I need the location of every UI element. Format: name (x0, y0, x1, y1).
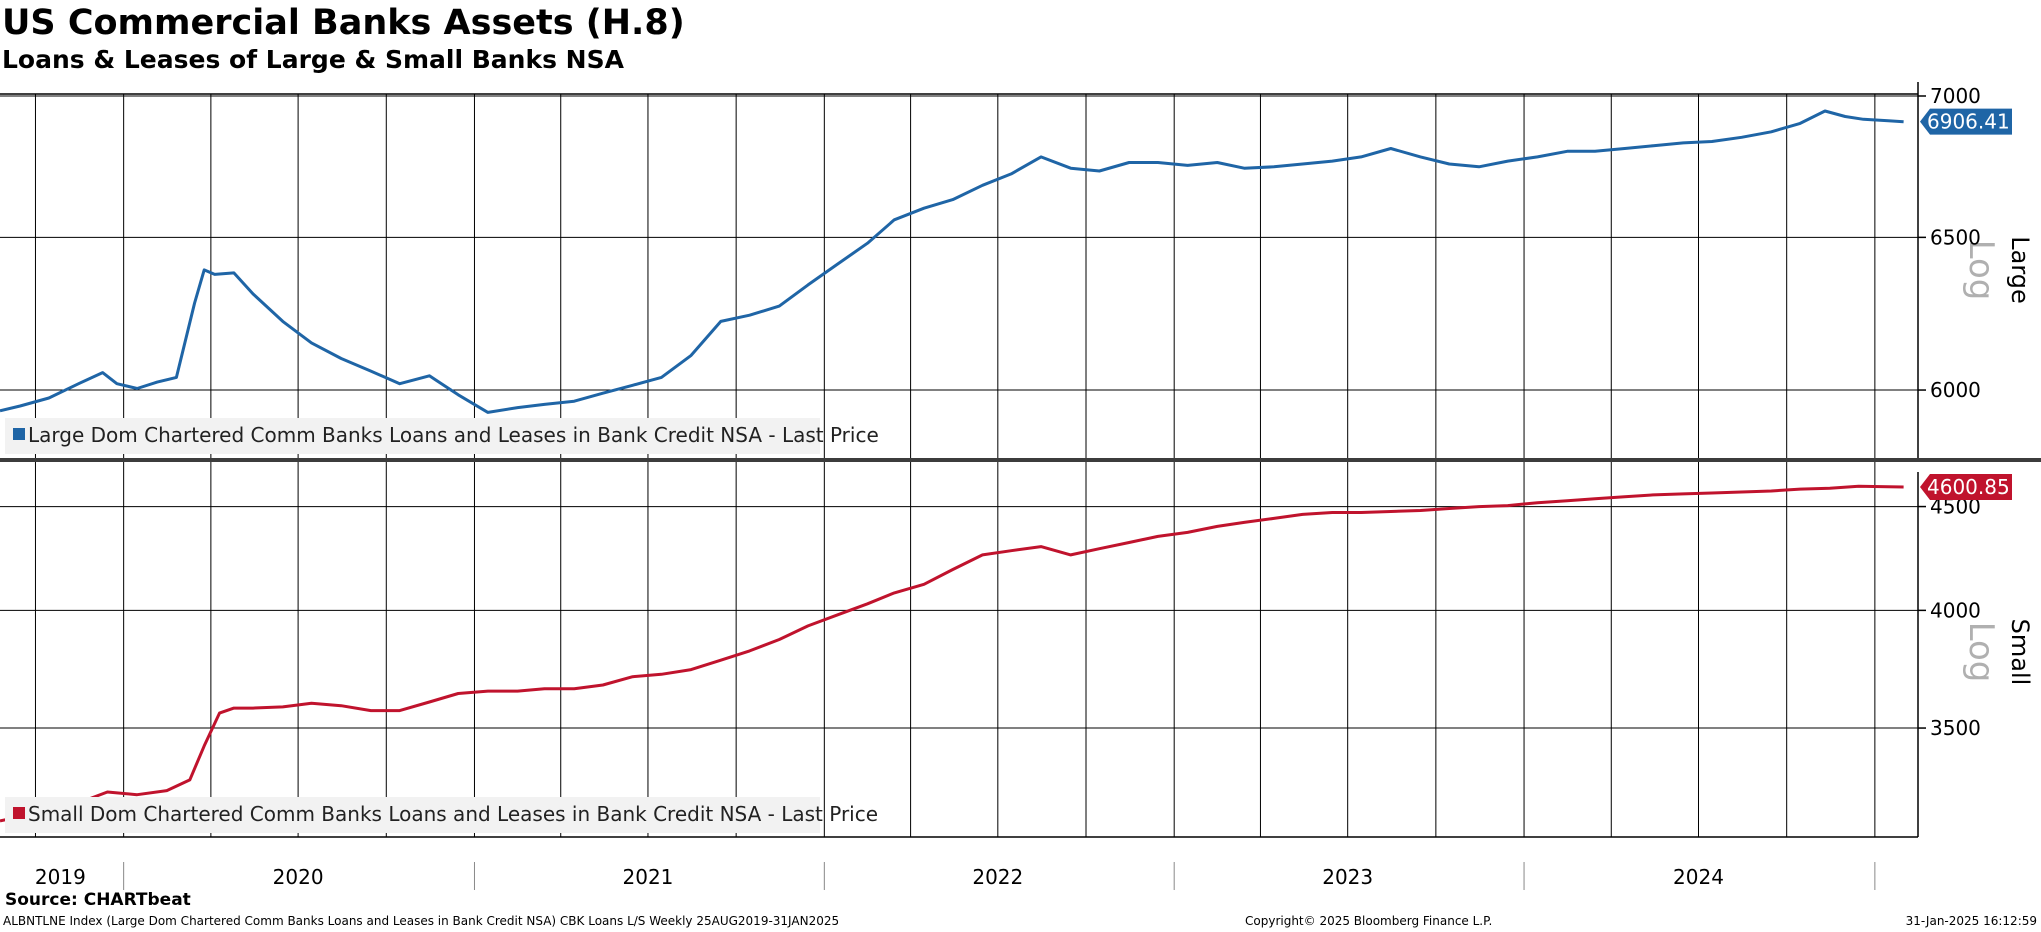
x-year-label: 2019 (35, 865, 86, 889)
footer-description: ALBNTLNE Index (Large Dom Chartered Comm… (3, 914, 840, 928)
small-legend-swatch (13, 807, 25, 819)
large-last-value-badge (1920, 108, 2012, 135)
small-panel-label: Small (2006, 619, 2034, 686)
large-legend-text: Large Dom Chartered Comm Banks Loans and… (28, 423, 879, 447)
x-axis: 2019 2020 2021 2022 2023 2024 (35, 862, 1876, 890)
large-last-value-label: 6906.41 (1927, 110, 2010, 134)
small-scale-label: Log (1961, 622, 2001, 683)
footer-timestamp: 31-Jan-2025 16:12:59 (1905, 914, 2037, 928)
x-year-label: 2023 (1322, 865, 1373, 889)
y-tick-label: 4000 (1930, 598, 1981, 622)
small-legend-box (5, 797, 820, 833)
small-last-value-label: 4600.85 (1927, 475, 2010, 499)
y-tick-label: 3500 (1930, 716, 1981, 740)
x-year-label: 2024 (1673, 865, 1724, 889)
y-tick-label: 7000 (1930, 84, 1981, 108)
large-scale-label: Log (1961, 240, 2001, 301)
small-series-line (0, 484, 1904, 823)
x-year-label: 2021 (623, 865, 674, 889)
large-legend-box (5, 418, 820, 454)
chart-title: US Commercial Banks Assets (H.8) (2, 3, 685, 43)
gridlines (0, 94, 1918, 837)
chart-subtitle: Loans & Leases of Large & Small Banks NS… (2, 45, 624, 74)
y-tick-label: 6000 (1930, 378, 1981, 402)
footer-copyright: Copyright© 2025 Bloomberg Finance L.P. (1245, 914, 1493, 928)
large-series-line (0, 109, 1904, 414)
source-note: Source: CHARTbeat (5, 890, 191, 910)
large-panel-label: Large (2006, 236, 2034, 304)
small-last-value-badge (1920, 474, 2012, 501)
small-legend-text: Small Dom Chartered Comm Banks Loans and… (28, 802, 878, 826)
y-tick-label: 6500 (1930, 225, 1981, 249)
series-layer (0, 109, 1904, 823)
large-legend-swatch (13, 428, 25, 440)
x-year-label: 2020 (273, 865, 324, 889)
x-year-label: 2022 (972, 865, 1023, 889)
